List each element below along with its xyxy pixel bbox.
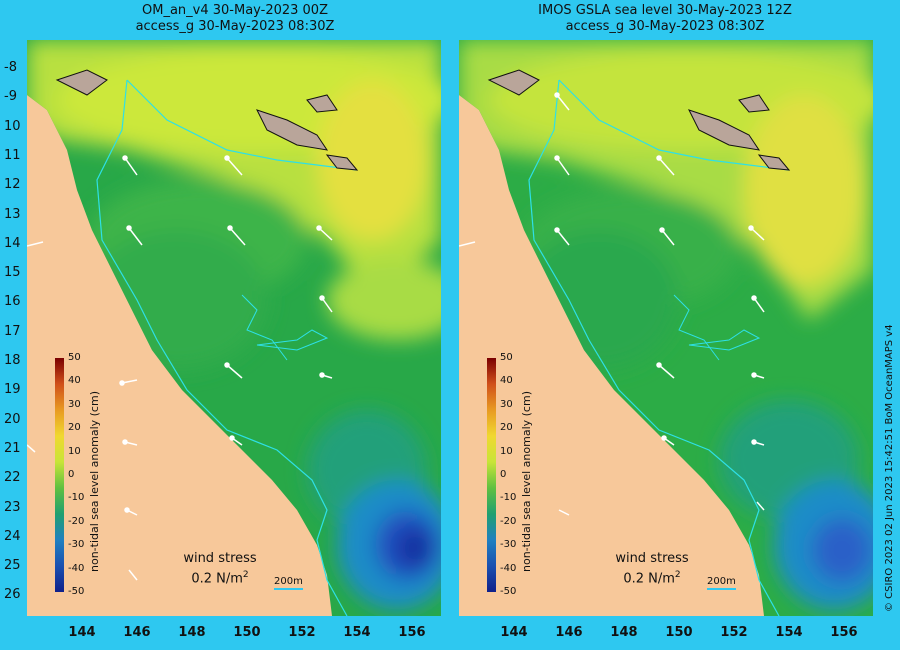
left-map-panel [27,40,441,616]
colorbar-tick: 40 [68,375,81,387]
lon-label: 150 [233,625,261,640]
colorbar-tick: 20 [500,422,513,434]
lat-label: 18 [4,353,21,368]
colorbar-tick: -40 [68,562,85,574]
colorbar-tick: 50 [68,352,81,363]
lon-label: 156 [398,625,426,640]
left-map-svg [27,40,441,616]
lat-label: 14 [4,235,21,251]
lat-label: 26 [4,587,21,603]
lat-label: 25 [4,558,21,574]
lat-label: 12 [4,177,21,193]
lon-label: 156 [830,625,858,640]
lon-label: 148 [610,625,638,640]
credit-text: © CSIRO 2023 02 Jun 2023 15:42:51 BoM Oc… [884,324,895,612]
colorbar-tick: 40 [500,375,513,387]
lon-label: 144 [68,625,96,640]
lat-label: 11 [4,147,21,163]
lat-label: 21 [4,440,21,456]
colorbar-tick: 10 [68,445,81,457]
colorbar-tick: -50 [500,586,517,597]
colorbar-tick: -40 [500,562,517,574]
colorbar-tick: 30 [68,398,81,410]
left-wind-arrows [27,155,333,581]
lon-label: 150 [665,625,693,640]
right-map-svg [459,40,873,616]
colorbar-tick: -50 [68,586,85,597]
colorbar-tick: -20 [68,515,85,527]
left-wind-legend: wind stress 0.2 N/m2 [183,551,257,587]
colorbar-tick: 30 [500,398,513,410]
lon-label: 154 [343,625,371,640]
lat-label: 19 [4,382,21,398]
colorbar-tick: 10 [500,445,513,457]
colorbar-tick: -10 [68,492,85,504]
lat-label: 15 [4,265,21,281]
left-shelf-contour [96,79,348,616]
lat-label: -8 [4,60,17,75]
lon-label: 146 [123,625,151,640]
lat-label: 20 [4,411,21,427]
colorbar-tick: -30 [68,539,85,551]
colorbar-tick: -10 [500,492,517,504]
colorbar-tick: 0 [500,469,507,480]
lon-label: 152 [720,625,748,640]
lon-label: 144 [500,625,528,640]
lon-label: 152 [288,625,316,640]
lon-label: 146 [555,625,583,640]
colorbar-tick: 0 [68,469,75,480]
right-shelf-contour [528,79,780,616]
right-colorbar-label: non-tidal sea level anomaly (cm) [520,391,533,572]
lon-label: 154 [775,625,803,640]
colorbar-tick: 50 [500,352,513,363]
right-panel-title: IMOS GSLA sea level 30-May-2023 12Z acce… [538,3,792,34]
colorbar-tick: -30 [500,539,517,551]
lat-label: 10 [4,118,21,134]
lat-label: 23 [4,499,21,515]
colorbar-tick: -20 [500,515,517,527]
left-scale-bar: 200m [274,576,303,590]
lat-label: 13 [4,206,21,222]
right-colorbar [487,358,496,592]
left-colorbar-label: non-tidal sea level anomaly (cm) [88,391,101,572]
right-wind-legend: wind stress 0.2 N/m2 [615,551,689,587]
right-scale-bar: 200m [707,576,736,590]
left-colorbar [55,358,64,592]
lat-label: 16 [4,294,21,310]
left-panel-title: OM_an_v4 30-May-2023 00Z access_g 30-May… [135,3,335,34]
colorbar-tick: 20 [68,422,81,434]
lon-label: 148 [178,625,206,640]
lat-label: 22 [4,470,21,486]
lat-label: 24 [4,528,21,544]
lat-label: 17 [4,323,21,339]
right-wind-arrows [459,92,765,516]
right-map-panel [459,40,873,616]
lat-label: -9 [4,89,17,105]
